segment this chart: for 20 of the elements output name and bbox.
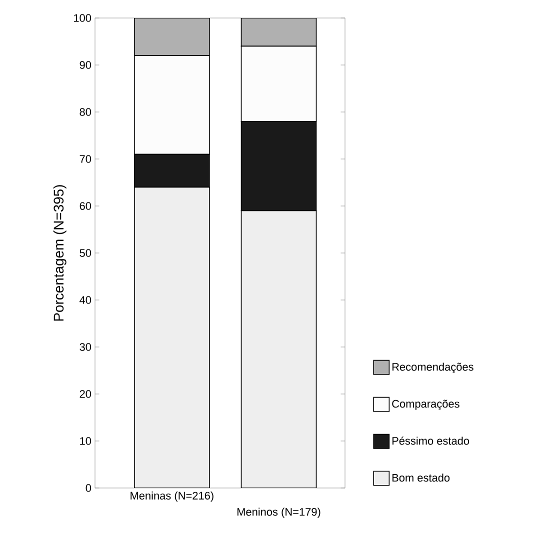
legend-label: Péssimo estado (392, 436, 470, 445)
y-tick-label: 40 (80, 296, 92, 304)
legend-label: Comparações (392, 400, 460, 410)
legend-label: Recomendações (392, 362, 474, 373)
y-tick-label: 90 (80, 61, 92, 69)
y-axis-title: Porcentagem (N=395) (53, 185, 66, 321)
y-tick-label: 60 (80, 202, 92, 210)
y-tick-label: 100 (74, 14, 92, 22)
y-tick-label: 80 (80, 108, 92, 116)
bar (240, 210, 317, 488)
bar (134, 186, 210, 488)
y-tick-label: 70 (80, 155, 92, 163)
y-tick-label: 0 (86, 484, 92, 492)
y-tick-label: 30 (80, 343, 92, 351)
y-tick-label: 10 (80, 437, 92, 445)
y-tick-label: 50 (80, 249, 92, 257)
y-tick-label: 20 (80, 390, 92, 398)
x-tick-label: Meninas (N=216) (130, 492, 214, 502)
x-tick-label: Meninos (N=179) (237, 508, 320, 518)
legend-label: Bom estado (392, 474, 450, 482)
